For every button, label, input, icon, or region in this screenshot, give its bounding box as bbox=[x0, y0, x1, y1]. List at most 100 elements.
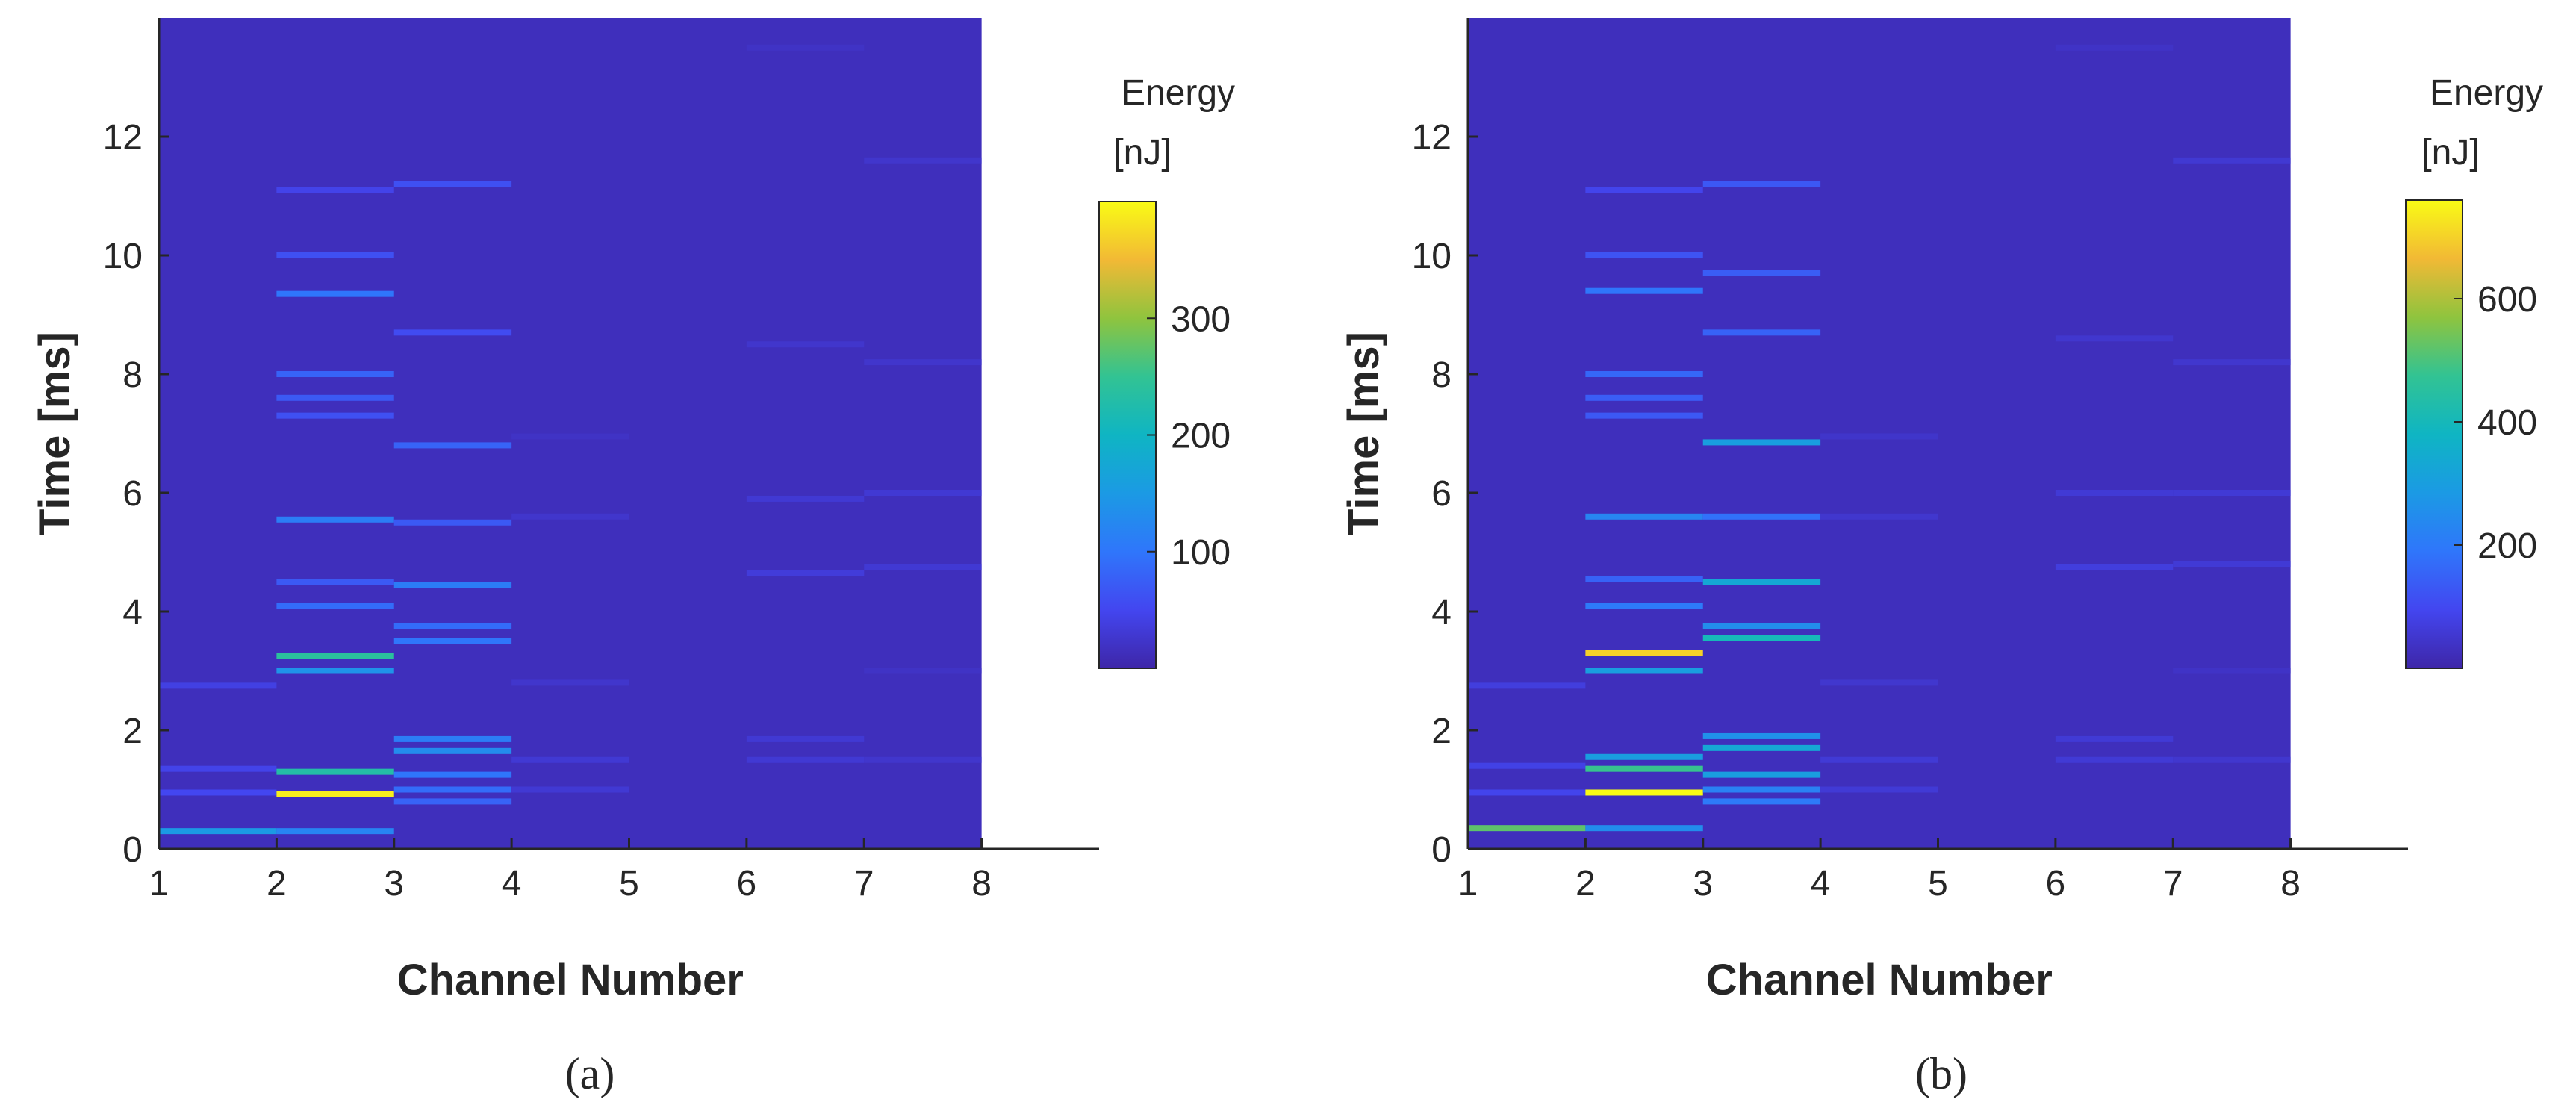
colorbar-title-line1: Energy bbox=[1121, 73, 1235, 113]
heat-band bbox=[1468, 825, 1586, 832]
x-tick-label: 6 bbox=[737, 864, 757, 903]
heat-band bbox=[1585, 576, 1703, 582]
x-tick-label: 7 bbox=[854, 864, 874, 903]
heat-band bbox=[2173, 561, 2291, 567]
x-tick-label: 3 bbox=[1693, 864, 1713, 903]
colorbar-title-line2: [nJ] bbox=[2421, 133, 2479, 172]
colorbar-tick-label: 600 bbox=[2477, 280, 2537, 320]
heat-band bbox=[276, 768, 394, 775]
x-tick-label: 1 bbox=[1458, 864, 1478, 903]
heat-band bbox=[1702, 270, 1821, 276]
colorbar-tick-label: 100 bbox=[1171, 533, 1231, 573]
y-tick-label: 6 bbox=[1431, 474, 1452, 514]
heat-band bbox=[511, 756, 629, 763]
heat-band bbox=[1702, 732, 1821, 739]
heat-band bbox=[1468, 762, 1586, 769]
heat-band bbox=[393, 747, 512, 754]
heat-band bbox=[864, 157, 982, 164]
heat-band bbox=[1820, 679, 1938, 686]
heat-band bbox=[2055, 756, 2174, 763]
heat-band bbox=[393, 735, 512, 742]
x-tick-label: 6 bbox=[2046, 864, 2066, 903]
heat-band bbox=[276, 579, 394, 585]
y-tick-label: 8 bbox=[122, 355, 143, 395]
x-tick-label: 1 bbox=[149, 864, 169, 903]
colorbar-gradient bbox=[1098, 201, 1157, 669]
heat-band bbox=[393, 623, 512, 629]
heat-band bbox=[159, 765, 277, 772]
heat-band bbox=[1702, 786, 1821, 793]
y-tick-label: 2 bbox=[1431, 712, 1452, 751]
heat-band bbox=[746, 341, 865, 348]
y-tick-label: 12 bbox=[1412, 118, 1452, 158]
heat-band bbox=[1585, 789, 1703, 796]
heat-band bbox=[1585, 825, 1703, 832]
heat-band bbox=[864, 490, 982, 496]
heat-band bbox=[511, 433, 629, 440]
heat-band bbox=[276, 791, 394, 797]
heat-band bbox=[1702, 771, 1821, 778]
heat-band bbox=[1820, 513, 1938, 520]
heat-band bbox=[1702, 513, 1821, 520]
heat-band bbox=[1820, 786, 1938, 793]
heat-band bbox=[276, 290, 394, 297]
heatmap-area bbox=[159, 18, 982, 849]
heat-band bbox=[1585, 412, 1703, 419]
y-axis-label: Time [ms] bbox=[1340, 332, 1388, 535]
heat-band bbox=[276, 187, 394, 193]
heat-band bbox=[393, 181, 512, 187]
heat-band bbox=[276, 653, 394, 659]
heat-band bbox=[1820, 756, 1938, 763]
heat-band bbox=[276, 412, 394, 419]
heat-band bbox=[276, 828, 394, 835]
heat-band bbox=[393, 329, 512, 336]
y-tick-label: 0 bbox=[122, 830, 143, 870]
heat-band bbox=[746, 44, 865, 51]
x-tick-label: 8 bbox=[2280, 864, 2300, 903]
heat-band bbox=[864, 668, 982, 674]
y-tick-label: 12 bbox=[103, 118, 143, 158]
colorbar-tick-label: 400 bbox=[2477, 403, 2537, 443]
y-tick-label: 10 bbox=[1412, 237, 1452, 276]
heat-band bbox=[159, 789, 277, 796]
colorbar: 200 400 600 bbox=[2405, 199, 2537, 669]
heat-band bbox=[1585, 765, 1703, 772]
colorbar-tick-label: 200 bbox=[2477, 526, 2537, 566]
heat-band bbox=[2055, 335, 2174, 342]
heat-band bbox=[276, 394, 394, 401]
heat-band bbox=[1585, 252, 1703, 258]
heat-band bbox=[1585, 513, 1703, 520]
heat-band bbox=[746, 735, 865, 742]
heat-band bbox=[1585, 394, 1703, 401]
y-tick-label: 4 bbox=[1431, 593, 1452, 632]
heat-band bbox=[276, 371, 394, 377]
panel-caption: (b) bbox=[1915, 1049, 1967, 1098]
heat-band bbox=[276, 603, 394, 609]
heat-band bbox=[1468, 682, 1586, 689]
heat-band bbox=[1702, 798, 1821, 805]
x-tick-label: 8 bbox=[971, 864, 992, 903]
heat-band bbox=[1585, 287, 1703, 294]
colorbar-title-line1: Energy bbox=[2430, 73, 2543, 113]
heat-band bbox=[1702, 623, 1821, 629]
y-tick-label: 2 bbox=[122, 712, 143, 751]
heat-band bbox=[1585, 668, 1703, 674]
heat-band bbox=[393, 786, 512, 793]
x-tick-label: 3 bbox=[384, 864, 404, 903]
heat-band bbox=[2055, 564, 2174, 570]
heat-band bbox=[864, 564, 982, 570]
heat-band bbox=[511, 513, 629, 520]
heat-band bbox=[393, 582, 512, 588]
y-axis-label: Time [ms] bbox=[31, 332, 79, 535]
y-tick-label: 6 bbox=[122, 474, 143, 514]
colorbar-gradient bbox=[2405, 199, 2463, 669]
heat-band bbox=[746, 495, 865, 502]
x-tick-label: 5 bbox=[1928, 864, 1948, 903]
x-tick-label: 5 bbox=[619, 864, 639, 903]
heat-band bbox=[1702, 439, 1821, 446]
x-tick-label: 4 bbox=[502, 864, 522, 903]
x-tick-label: 7 bbox=[2163, 864, 2183, 903]
